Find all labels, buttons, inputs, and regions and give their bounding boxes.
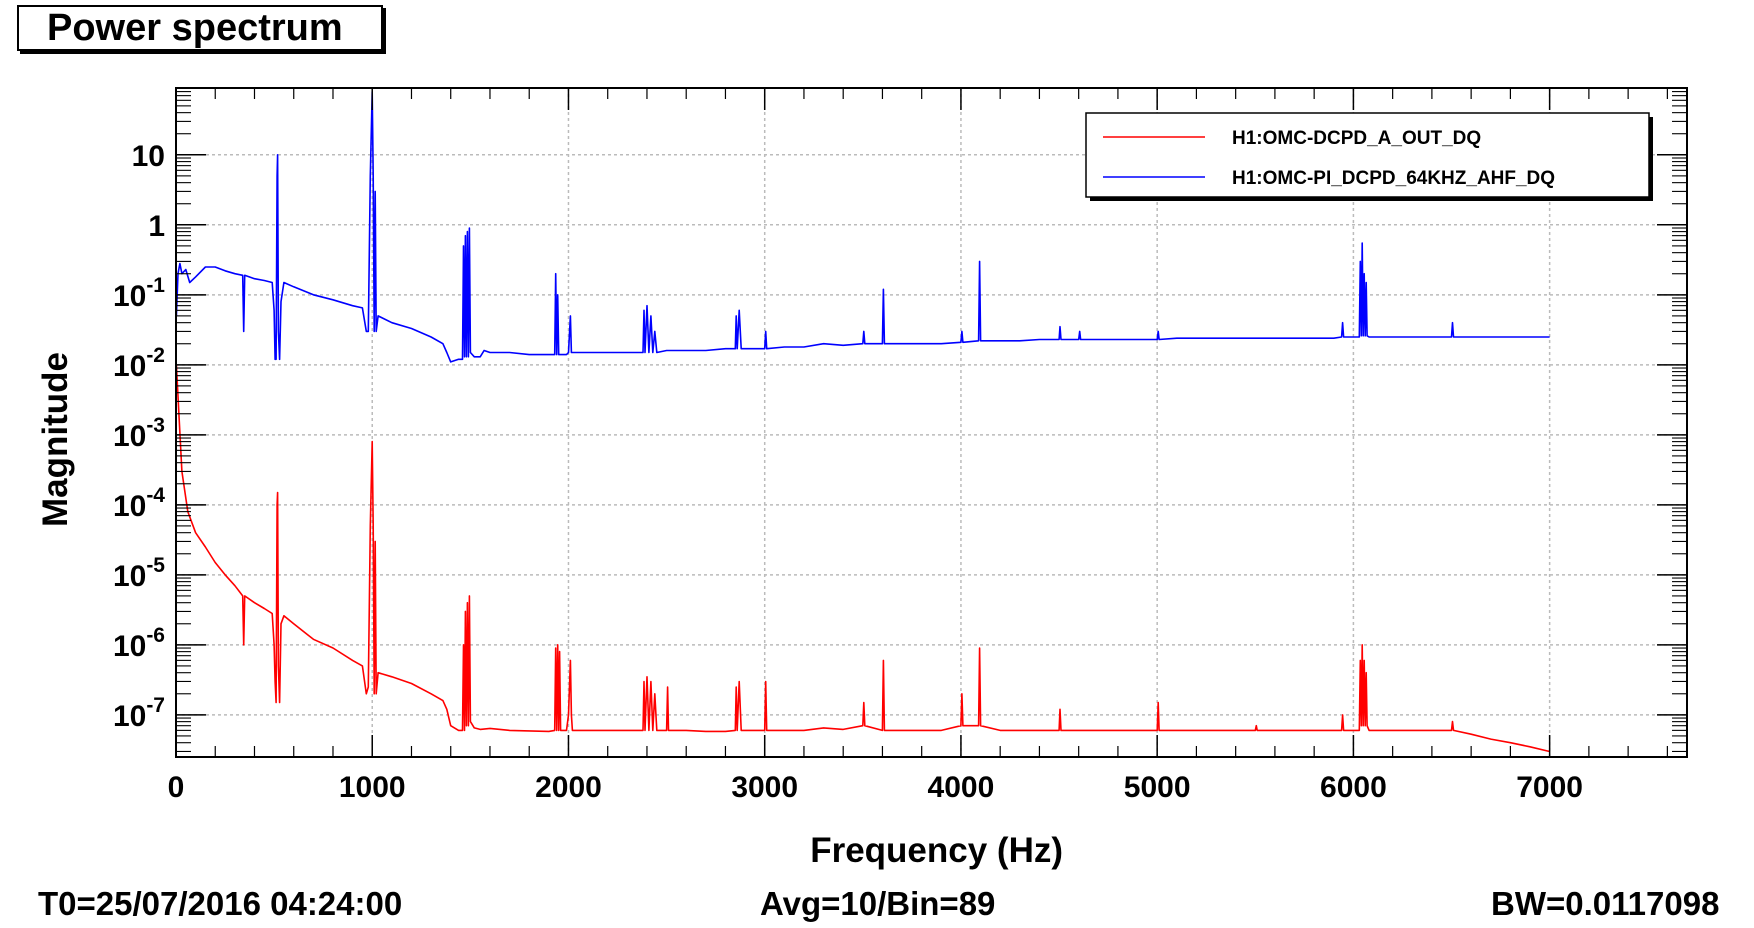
series-layer: [175, 90, 1550, 753]
series-line-1: [175, 364, 1550, 753]
plot-frame: [175, 87, 1688, 758]
x-tick-label: 0: [168, 771, 185, 804]
x-tick-label: 4000: [928, 771, 995, 804]
y-axis-title: Magnitude: [36, 352, 75, 527]
y-tick-label: 10-7: [113, 694, 165, 733]
y-tick-label: 10-5: [113, 554, 165, 593]
y-tick-label: 1: [148, 210, 165, 243]
legend: H1:OMC-DCPD_A_OUT_DQ H1:OMC-PI_DCPD_64KHZ…: [1085, 112, 1653, 201]
x-tick-label: 6000: [1320, 771, 1387, 804]
footer-bandwidth: BW=0.0117098: [1491, 885, 1720, 922]
series-line-2: [175, 90, 1550, 363]
y-tick-label: 10-6: [113, 624, 165, 663]
x-tick-labels: 0 1000 2000 3000 4000 5000 6000 7000: [168, 771, 1583, 804]
legend-label-2: H1:OMC-PI_DCPD_64KHZ_AHF_DQ: [1232, 168, 1555, 189]
y-tick-label: 10-4: [113, 484, 165, 523]
legend-box: [1085, 112, 1650, 198]
legend-label-1: H1:OMC-DCPD_A_OUT_DQ: [1232, 128, 1481, 149]
x-tick-label: 2000: [535, 771, 602, 804]
footer-avg-bin: Avg=10/Bin=89: [760, 885, 996, 922]
x-axis-title: Frequency (Hz): [810, 831, 1063, 870]
axis-ticks: [175, 87, 1687, 757]
x-tick-label: 5000: [1124, 771, 1191, 804]
y-tick-label: 10-1: [113, 274, 165, 313]
y-tick-label: 10: [132, 140, 165, 173]
x-tick-label: 7000: [1516, 771, 1583, 804]
x-tick-label: 1000: [339, 771, 406, 804]
chart-title: Power spectrum: [17, 5, 383, 51]
footer-t0: T0=25/07/2016 04:24:00: [38, 885, 403, 922]
y-tick-labels: 10-7 10-6 10-5 10-4 10-3 10-2 10-1 1 10: [113, 140, 165, 733]
y-tick-label: 10-2: [113, 344, 165, 383]
x-tick-label: 3000: [731, 771, 798, 804]
y-tick-label: 10-3: [113, 414, 165, 453]
